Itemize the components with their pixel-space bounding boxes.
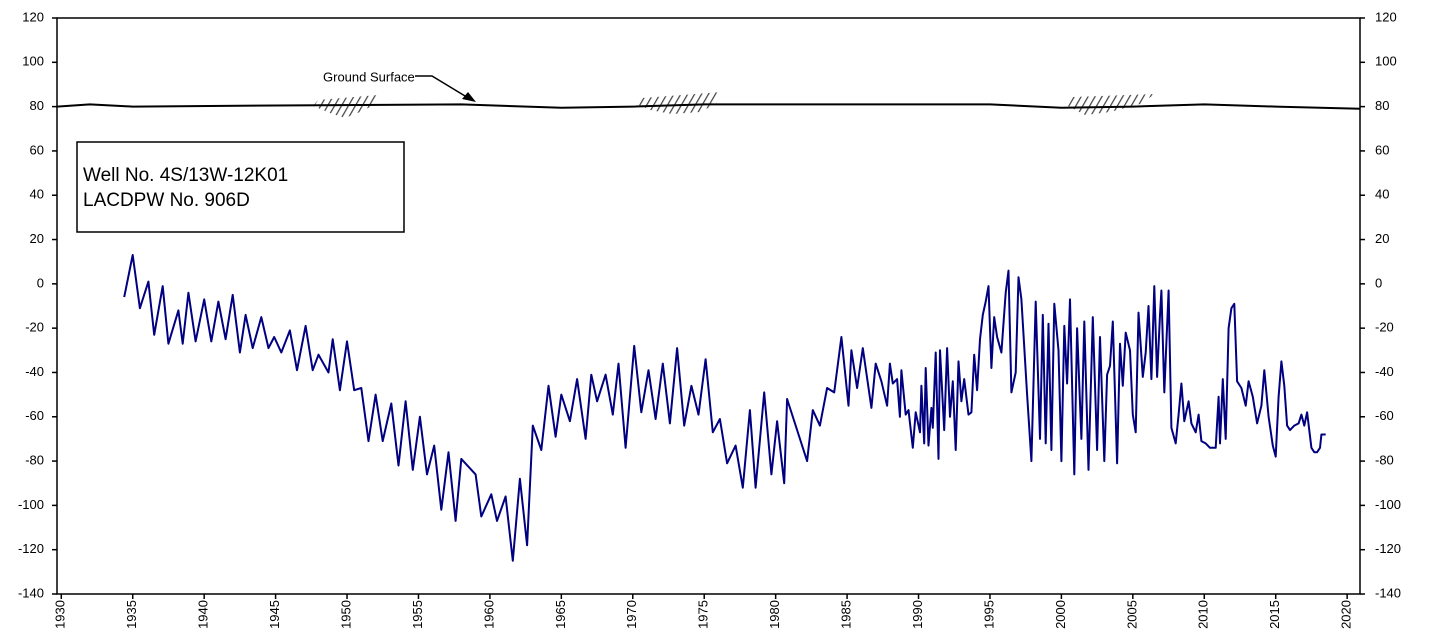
- y-tick-label: 40: [30, 187, 44, 202]
- y-tick-label: 0: [37, 275, 44, 290]
- y2-tick-label: -120: [1375, 541, 1401, 556]
- data-line: [123, 254, 1326, 562]
- hatch: [637, 92, 722, 114]
- y-tick-label: 100: [22, 54, 44, 69]
- x-tick-label: 1950: [338, 600, 353, 629]
- x-tick-label: 1975: [696, 600, 711, 629]
- y-tick-label: 120: [22, 9, 44, 24]
- y-tick-label: -80: [25, 453, 44, 468]
- x-tick-label: 1935: [124, 600, 139, 629]
- x-tick-label: 1990: [910, 600, 925, 629]
- x-tick-label: 1955: [410, 600, 425, 629]
- x-tick-label: 2020: [1339, 600, 1354, 629]
- x-tick-label: 1965: [553, 600, 568, 629]
- x-tick-label: 1970: [624, 600, 639, 629]
- x-tick-label: 1995: [981, 600, 996, 629]
- y-tick-label: -120: [18, 541, 44, 556]
- y2-tick-label: 40: [1375, 187, 1389, 202]
- hatch: [1068, 94, 1155, 115]
- y2-tick-label: -40: [1375, 364, 1394, 379]
- x-tick-label: 2000: [1053, 600, 1068, 629]
- well-label: Well No. 4S/13W-12K01: [83, 165, 288, 186]
- x-tick-label: 1940: [196, 600, 211, 629]
- x-tick-label: 1945: [267, 600, 282, 629]
- y2-tick-label: -100: [1375, 497, 1401, 512]
- arrow-head: [462, 92, 476, 102]
- y2-tick-label: 20: [1375, 231, 1389, 246]
- x-tick-label: 2005: [1124, 600, 1139, 629]
- y2-tick-label: 60: [1375, 142, 1389, 157]
- y2-tick-label: -60: [1375, 408, 1394, 423]
- hatch: [313, 95, 378, 118]
- x-tick-label: 2010: [1196, 600, 1211, 629]
- y-tick-label: -20: [25, 320, 44, 335]
- y-tick-label: -100: [18, 497, 44, 512]
- info-box: [76, 141, 405, 233]
- annotation-arrow: [415, 75, 476, 102]
- ground-label: Ground Surface: [323, 69, 415, 84]
- x-tick-label: 2015: [1267, 600, 1282, 629]
- y2-tick-label: 80: [1375, 98, 1389, 113]
- y2-tick-label: 100: [1375, 54, 1397, 69]
- hatched-areas: [313, 92, 1155, 118]
- y2-tick-label: -20: [1375, 320, 1394, 335]
- y-tick-label: 80: [30, 98, 44, 113]
- y-tick-label: -60: [25, 408, 44, 423]
- y2-tick-label: -140: [1375, 585, 1401, 600]
- well-label: LACDPW No. 906D: [83, 190, 250, 211]
- y-tick-label: 20: [30, 231, 44, 246]
- arrow-line: [415, 75, 471, 100]
- plot-frame: [56, 17, 1361, 595]
- y2-tick-label: 0: [1375, 275, 1382, 290]
- y-tick-label: -140: [18, 585, 44, 600]
- x-tick-label: 1930: [53, 600, 68, 629]
- y2-tick-label: -80: [1375, 453, 1394, 468]
- x-tick-label: 1985: [839, 600, 854, 629]
- x-tick-label: 1980: [767, 600, 782, 629]
- y-tick-label: 60: [30, 142, 44, 157]
- data-line: [56, 103, 1361, 110]
- x-tick-label: 1960: [481, 600, 496, 629]
- y-tick-label: -40: [25, 364, 44, 379]
- y2-tick-label: 120: [1375, 9, 1397, 24]
